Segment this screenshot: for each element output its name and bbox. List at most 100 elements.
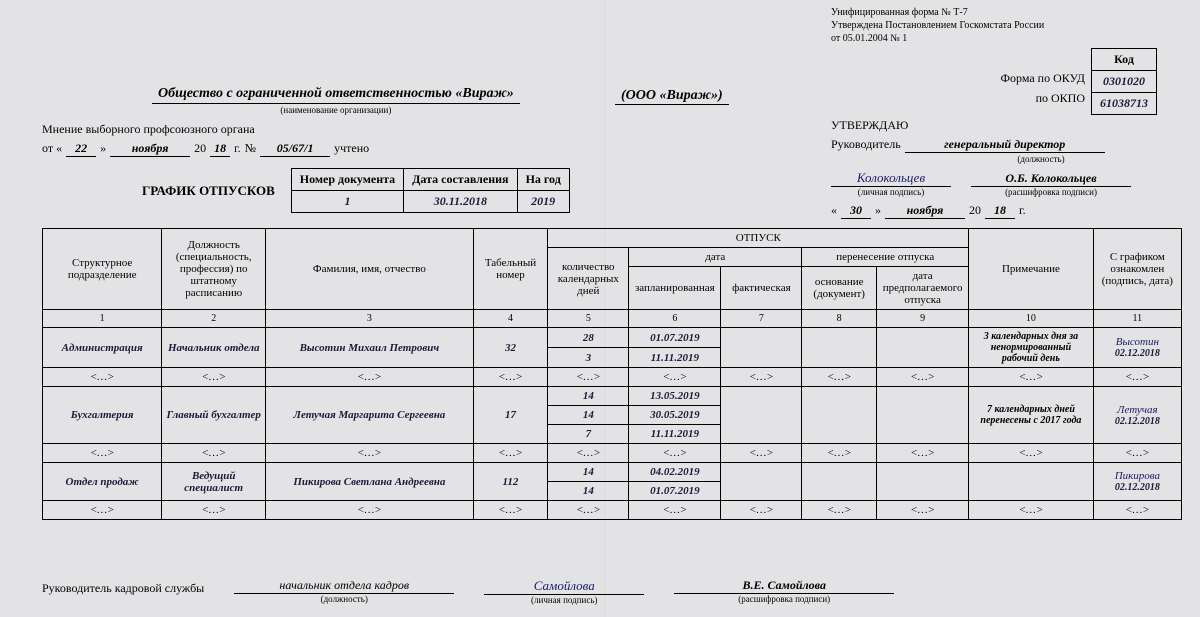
- approve-title: УТВЕРЖДАЮ: [831, 118, 1161, 133]
- approve-date-open: «: [831, 203, 837, 218]
- code-header: Код: [1092, 49, 1157, 71]
- table-row: Администрация Начальник отдела Высотин М…: [43, 328, 1182, 348]
- union-num: 05/67/1: [260, 141, 330, 157]
- approve-name-cap: (расшифровка подписи): [971, 187, 1131, 197]
- org-short-name: (ООО «Вираж»): [615, 88, 729, 105]
- union-taken: учтено: [334, 141, 369, 156]
- h-c8: основание (документ): [802, 267, 877, 310]
- n7: 7: [721, 310, 802, 328]
- h-c5: количество календарных дней: [548, 248, 629, 310]
- union-year: 18: [210, 141, 230, 157]
- h-c7: фактическая: [721, 267, 802, 310]
- table-row: Бухгалтерия Главный бухгалтер Летучая Ма…: [43, 387, 1182, 406]
- org-full-name: Общество с ограниченной ответственностью…: [152, 86, 520, 104]
- approve-date-close: »: [875, 203, 881, 218]
- doc-title: ГРАФИК ОТПУСКОВ: [142, 183, 275, 199]
- h-c4: Табельный номер: [473, 229, 548, 310]
- main-table: Структурное подразделение Должность (спе…: [42, 228, 1182, 520]
- n1: 1: [43, 310, 162, 328]
- approve-year: 18: [985, 203, 1015, 219]
- approve-date-row: « 30 » ноября 20 18 г.: [831, 203, 1161, 219]
- approve-month: ноября: [885, 203, 965, 219]
- approve-signature: Колокольцев: [831, 170, 951, 187]
- footer-sig-cap: (личная подпись): [484, 595, 644, 605]
- okud-value: 0301020: [1092, 71, 1157, 93]
- okpo-label: по ОКПО: [1001, 88, 1085, 108]
- document-sheet: Унифицированная форма № Т-7 Утверждена П…: [0, 0, 1200, 617]
- n5: 5: [548, 310, 629, 328]
- h-transfer: перенесение отпуска: [802, 248, 969, 267]
- form-info-line2: Утверждена Постановлением Госкомстата Ро…: [831, 19, 1044, 32]
- dbox-num: 1: [291, 191, 403, 213]
- main-table-wrap: Структурное подразделение Должность (спе…: [42, 228, 1182, 520]
- footer-label: Руководитель кадровой службы: [42, 578, 204, 596]
- dbox-hyear: На год: [517, 169, 569, 191]
- n2: 2: [162, 310, 266, 328]
- h-c2: Должность (специальность, профессия) по …: [162, 229, 266, 310]
- union-from: от «: [42, 141, 62, 156]
- org-caption: (наименование организации): [152, 105, 520, 115]
- n10: 10: [969, 310, 1094, 328]
- approve-caps: (личная подпись) (расшифровка подписи): [831, 187, 1161, 197]
- h-c1: Структурное подразделение: [43, 229, 162, 310]
- approve-year-prefix: 20: [969, 203, 981, 218]
- union-opinion: Мнение выборного профсоюзного органа от …: [42, 122, 369, 157]
- footer-sig: Руководитель кадровой службы начальник о…: [42, 578, 1182, 605]
- placeholder-row: <…><…><…><…><…><…><…><…><…><…><…>: [43, 444, 1182, 463]
- approve-sig-row: Колокольцев О.Б. Колокольцев: [831, 170, 1161, 187]
- dbox-date: 30.11.2018: [404, 191, 517, 213]
- n3: 3: [266, 310, 474, 328]
- footer-name-cap: (расшифровка подписи): [674, 594, 894, 604]
- dbox-year: 2019: [517, 191, 569, 213]
- n9: 9: [877, 310, 969, 328]
- h-c6: запланированная: [629, 267, 721, 310]
- approve-position-cap: (должность): [921, 154, 1161, 164]
- union-yprefix: 20: [194, 141, 206, 156]
- h-date: дата: [629, 248, 802, 267]
- h-c10: Примечание: [969, 229, 1094, 310]
- form-info: Унифицированная форма № Т-7 Утверждена П…: [831, 6, 1044, 45]
- footer-pos: начальник отдела кадров: [234, 578, 454, 594]
- code-labels: Форма по ОКУД по ОКПО: [1001, 48, 1085, 108]
- table-row: Отдел продаж Ведущий специалист Пикирова…: [43, 463, 1182, 482]
- approve-head-label: Руководитель: [831, 137, 901, 152]
- union-day: 22: [66, 141, 96, 157]
- n4: 4: [473, 310, 548, 328]
- h-c9: дата предполагаемого отпуска: [877, 267, 969, 310]
- approve-day: 30: [841, 203, 871, 219]
- union-month: ноября: [110, 141, 190, 157]
- approve-sig-cap: (личная подпись): [831, 187, 951, 197]
- okpo-value: 61038713: [1092, 93, 1157, 115]
- num-row: 1 2 3 4 5 6 7 8 9 10 11: [43, 310, 1182, 328]
- org-full: Общество с ограниченной ответственностью…: [152, 86, 520, 115]
- footer-name: В.Е. Самойлова: [674, 578, 894, 594]
- title-row: ГРАФИК ОТПУСКОВ Номер документа Дата сос…: [142, 168, 570, 213]
- approve-position: генеральный директор: [905, 137, 1105, 153]
- h-c3: Фамилия, имя, отчество: [266, 229, 474, 310]
- n8: 8: [802, 310, 877, 328]
- form-info-line1: Унифицированная форма № Т-7: [831, 6, 1044, 19]
- placeholder-row: <…><…><…><…><…><…><…><…><…><…><…>: [43, 368, 1182, 387]
- approval-block: УТВЕРЖДАЮ Руководитель генеральный дирек…: [831, 118, 1161, 219]
- doc-box: Номер документа Дата составления На год …: [291, 168, 570, 213]
- dbox-hdate: Дата составления: [404, 169, 517, 191]
- union-numlabel: №: [245, 141, 256, 156]
- approve-name: О.Б. Колокольцев: [971, 171, 1131, 187]
- footer-pos-cap: (должность): [234, 594, 454, 604]
- union-ysuffix: г.: [234, 141, 241, 156]
- n11: 11: [1093, 310, 1181, 328]
- okud-label: Форма по ОКУД: [1001, 68, 1085, 88]
- footer-sig-val: Самойлова: [484, 578, 644, 595]
- org-short: (ООО «Вираж»): [615, 88, 729, 104]
- code-box: Форма по ОКУД по ОКПО Код 0301020 610387…: [1001, 48, 1157, 115]
- header-row-1: Структурное подразделение Должность (спе…: [43, 229, 1182, 248]
- h-vac: ОТПУСК: [548, 229, 969, 248]
- union-mid: »: [100, 141, 106, 156]
- approve-head-row: Руководитель генеральный директор: [831, 137, 1161, 153]
- approve-year-suffix: г.: [1019, 203, 1026, 218]
- dbox-hnum: Номер документа: [291, 169, 403, 191]
- form-info-line3: от 05.01.2004 № 1: [831, 32, 1044, 45]
- n6: 6: [629, 310, 721, 328]
- union-label: Мнение выборного профсоюзного органа: [42, 122, 369, 137]
- placeholder-row: <…><…><…><…><…><…><…><…><…><…><…>: [43, 501, 1182, 520]
